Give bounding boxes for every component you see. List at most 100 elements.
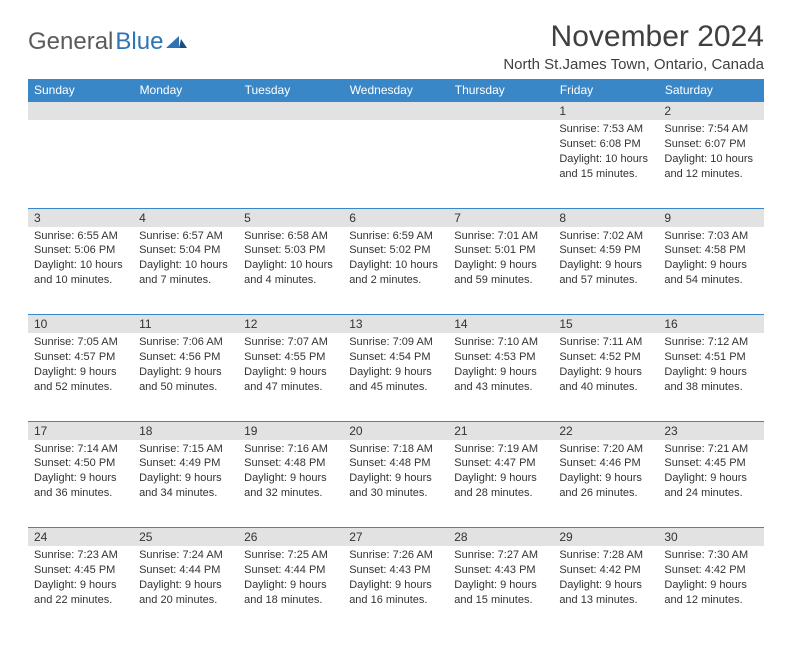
daylight-text: Daylight: 9 hours bbox=[454, 578, 547, 593]
day-details: Sunrise: 7:54 AMSunset: 6:07 PMDaylight:… bbox=[658, 120, 763, 185]
day-number-cell: 14 bbox=[448, 315, 553, 334]
daylight-text: Daylight: 9 hours bbox=[244, 578, 337, 593]
sunrise-text: Sunrise: 7:07 AM bbox=[244, 335, 337, 350]
day-body-cell: Sunrise: 7:27 AMSunset: 4:43 PMDaylight:… bbox=[448, 546, 553, 634]
day-details: Sunrise: 7:02 AMSunset: 4:59 PMDaylight:… bbox=[553, 227, 658, 292]
day-number-cell bbox=[133, 102, 238, 121]
day-number: 1 bbox=[553, 102, 658, 120]
day-number-cell: 4 bbox=[133, 208, 238, 227]
day-number: 19 bbox=[238, 422, 343, 440]
day-body-cell: Sunrise: 7:05 AMSunset: 4:57 PMDaylight:… bbox=[28, 333, 133, 421]
daynum-row: 12 bbox=[28, 102, 764, 121]
day-body-cell: Sunrise: 7:06 AMSunset: 4:56 PMDaylight:… bbox=[133, 333, 238, 421]
day-body-cell: Sunrise: 7:20 AMSunset: 4:46 PMDaylight:… bbox=[553, 440, 658, 528]
daylight-text: Daylight: 10 hours bbox=[34, 258, 127, 273]
sunset-text: Sunset: 4:46 PM bbox=[559, 456, 652, 471]
day-number-cell: 5 bbox=[238, 208, 343, 227]
day-body-cell: Sunrise: 7:12 AMSunset: 4:51 PMDaylight:… bbox=[658, 333, 763, 421]
day-details: Sunrise: 7:30 AMSunset: 4:42 PMDaylight:… bbox=[658, 546, 763, 611]
day-details: Sunrise: 7:18 AMSunset: 4:48 PMDaylight:… bbox=[343, 440, 448, 505]
day-body-cell bbox=[238, 120, 343, 208]
day-number: 12 bbox=[238, 315, 343, 333]
day-number-cell bbox=[448, 102, 553, 121]
day-details: Sunrise: 7:24 AMSunset: 4:44 PMDaylight:… bbox=[133, 546, 238, 611]
daylight-text: and 45 minutes. bbox=[349, 380, 442, 395]
sunrise-text: Sunrise: 7:01 AM bbox=[454, 229, 547, 244]
calendar-body: 12Sunrise: 7:53 AMSunset: 6:08 PMDayligh… bbox=[28, 102, 764, 635]
day-number: 29 bbox=[553, 528, 658, 546]
sunrise-text: Sunrise: 7:06 AM bbox=[139, 335, 232, 350]
sunset-text: Sunset: 5:03 PM bbox=[244, 243, 337, 258]
day-number-cell bbox=[238, 102, 343, 121]
day-number-cell: 3 bbox=[28, 208, 133, 227]
day-details: Sunrise: 6:58 AMSunset: 5:03 PMDaylight:… bbox=[238, 227, 343, 292]
weekday-saturday: Saturday bbox=[658, 79, 763, 102]
daylight-text: Daylight: 9 hours bbox=[454, 471, 547, 486]
empty-day bbox=[343, 102, 448, 120]
daylight-text: and 40 minutes. bbox=[559, 380, 652, 395]
day-number: 24 bbox=[28, 528, 133, 546]
day-body-cell: Sunrise: 7:30 AMSunset: 4:42 PMDaylight:… bbox=[658, 546, 763, 634]
day-body-cell: Sunrise: 7:24 AMSunset: 4:44 PMDaylight:… bbox=[133, 546, 238, 634]
daylight-text: and 50 minutes. bbox=[139, 380, 232, 395]
daylight-text: Daylight: 9 hours bbox=[349, 365, 442, 380]
day-number: 22 bbox=[553, 422, 658, 440]
logo-text-general: General bbox=[28, 28, 113, 56]
daylight-text: and 28 minutes. bbox=[454, 486, 547, 501]
sunset-text: Sunset: 6:08 PM bbox=[559, 137, 652, 152]
day-body-cell: Sunrise: 7:26 AMSunset: 4:43 PMDaylight:… bbox=[343, 546, 448, 634]
day-number-cell: 12 bbox=[238, 315, 343, 334]
day-body-cell: Sunrise: 7:10 AMSunset: 4:53 PMDaylight:… bbox=[448, 333, 553, 421]
day-number: 6 bbox=[343, 209, 448, 227]
day-body-cell: Sunrise: 6:59 AMSunset: 5:02 PMDaylight:… bbox=[343, 227, 448, 315]
daylight-text: Daylight: 9 hours bbox=[454, 258, 547, 273]
empty-day bbox=[238, 102, 343, 120]
day-body-cell: Sunrise: 7:09 AMSunset: 4:54 PMDaylight:… bbox=[343, 333, 448, 421]
day-details: Sunrise: 7:16 AMSunset: 4:48 PMDaylight:… bbox=[238, 440, 343, 505]
day-number-cell: 28 bbox=[448, 528, 553, 547]
daylight-text: Daylight: 9 hours bbox=[349, 471, 442, 486]
day-number: 3 bbox=[28, 209, 133, 227]
daylight-text: and 18 minutes. bbox=[244, 593, 337, 608]
sunset-text: Sunset: 4:43 PM bbox=[454, 563, 547, 578]
daylight-text: Daylight: 9 hours bbox=[664, 365, 757, 380]
day-number: 23 bbox=[658, 422, 763, 440]
day-details: Sunrise: 7:10 AMSunset: 4:53 PMDaylight:… bbox=[448, 333, 553, 398]
day-body-cell: Sunrise: 6:57 AMSunset: 5:04 PMDaylight:… bbox=[133, 227, 238, 315]
day-body-cell: Sunrise: 7:01 AMSunset: 5:01 PMDaylight:… bbox=[448, 227, 553, 315]
sunrise-text: Sunrise: 7:03 AM bbox=[664, 229, 757, 244]
daylight-text: Daylight: 9 hours bbox=[559, 365, 652, 380]
daylight-text: and 13 minutes. bbox=[559, 593, 652, 608]
day-body-cell: Sunrise: 7:15 AMSunset: 4:49 PMDaylight:… bbox=[133, 440, 238, 528]
daylight-text: and 52 minutes. bbox=[34, 380, 127, 395]
weekday-friday: Friday bbox=[553, 79, 658, 102]
daylight-text: Daylight: 9 hours bbox=[664, 258, 757, 273]
sunset-text: Sunset: 4:49 PM bbox=[139, 456, 232, 471]
day-details: Sunrise: 7:19 AMSunset: 4:47 PMDaylight:… bbox=[448, 440, 553, 505]
sunrise-text: Sunrise: 7:25 AM bbox=[244, 548, 337, 563]
daylight-text: and 16 minutes. bbox=[349, 593, 442, 608]
day-details: Sunrise: 7:01 AMSunset: 5:01 PMDaylight:… bbox=[448, 227, 553, 292]
day-number-cell: 20 bbox=[343, 421, 448, 440]
day-number: 10 bbox=[28, 315, 133, 333]
daylight-text: Daylight: 9 hours bbox=[139, 365, 232, 380]
day-number-cell: 17 bbox=[28, 421, 133, 440]
day-number-cell: 10 bbox=[28, 315, 133, 334]
day-body-cell: Sunrise: 7:07 AMSunset: 4:55 PMDaylight:… bbox=[238, 333, 343, 421]
day-number: 25 bbox=[133, 528, 238, 546]
daynum-row: 10111213141516 bbox=[28, 315, 764, 334]
sunset-text: Sunset: 4:44 PM bbox=[244, 563, 337, 578]
day-body-cell: Sunrise: 7:28 AMSunset: 4:42 PMDaylight:… bbox=[553, 546, 658, 634]
day-number-cell: 23 bbox=[658, 421, 763, 440]
daylight-text: Daylight: 10 hours bbox=[349, 258, 442, 273]
day-body-cell: Sunrise: 6:55 AMSunset: 5:06 PMDaylight:… bbox=[28, 227, 133, 315]
day-details: Sunrise: 7:09 AMSunset: 4:54 PMDaylight:… bbox=[343, 333, 448, 398]
daylight-text: and 15 minutes. bbox=[454, 593, 547, 608]
sunrise-text: Sunrise: 7:14 AM bbox=[34, 442, 127, 457]
daylight-text: Daylight: 9 hours bbox=[244, 365, 337, 380]
sunrise-text: Sunrise: 7:16 AM bbox=[244, 442, 337, 457]
month-title: November 2024 bbox=[503, 20, 764, 54]
daylight-text: and 54 minutes. bbox=[664, 273, 757, 288]
daylight-text: Daylight: 9 hours bbox=[559, 578, 652, 593]
daylight-text: Daylight: 9 hours bbox=[34, 365, 127, 380]
